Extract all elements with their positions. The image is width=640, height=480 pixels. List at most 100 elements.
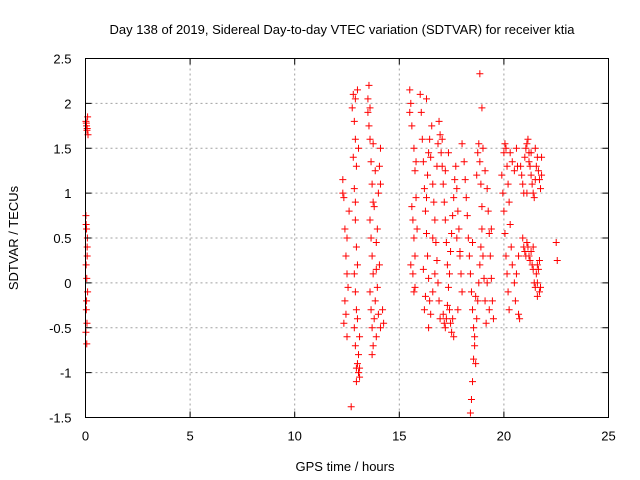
data-point [371,167,379,175]
data-point [503,162,511,170]
data-point [463,212,471,220]
data-point [435,117,443,125]
data-point [474,149,482,157]
data-point [353,86,361,94]
data-point [376,144,384,152]
data-point [430,198,438,206]
data-point [535,176,543,184]
data-point [523,189,531,197]
chart-title: Day 138 of 2019, Sidereal Day-to-day VTE… [109,22,575,37]
data-point [510,279,518,287]
data-point [475,279,483,287]
data-point [412,194,420,202]
data-point [82,306,90,314]
data-point [83,319,91,327]
data-point [348,104,356,112]
data-point [522,144,530,152]
data-point [410,234,418,242]
data-point [340,194,348,202]
data-point [368,180,376,188]
y-axis-label: SDTVAR / TECUs [6,185,21,290]
data-point [538,153,546,161]
data-point [479,144,487,152]
data-point [351,216,359,224]
data-point [407,99,415,107]
data-point [516,315,524,323]
data-point [406,108,414,116]
data-point [374,189,382,197]
data-point [345,207,353,215]
data-point [438,162,446,170]
data-point [471,333,479,341]
data-point [368,351,376,359]
data-point [353,315,361,323]
data-point [420,185,428,193]
data-point [409,216,417,224]
data-point [473,315,481,323]
data-point [437,149,445,157]
data-point [507,243,515,251]
data-point [466,270,474,278]
data-point [466,409,474,417]
data-point [83,243,91,251]
data-point [447,319,455,327]
data-point [454,207,462,215]
data-point [478,225,486,233]
data-point [431,270,439,278]
data-point [342,252,350,260]
data-point [366,288,374,296]
data-point [506,221,514,229]
y-tick-label: -1.5 [49,411,71,426]
data-point [425,274,433,282]
data-point [372,265,380,273]
data-point [502,252,510,260]
data-point [476,70,484,78]
data-point [470,355,478,363]
data-point [451,176,459,184]
data-point [353,261,361,269]
data-point [529,189,537,197]
data-point [373,283,381,291]
data-point [379,306,387,314]
data-point [483,185,491,193]
data-point [350,324,358,332]
data-point [479,252,487,260]
data-point [535,256,543,264]
data-point [455,225,463,233]
y-tick-label: 0 [64,276,71,291]
data-point [347,403,355,411]
data-point [353,360,361,368]
data-point [431,216,439,224]
data-point [83,274,91,282]
data-point [374,310,382,318]
data-point [465,252,473,260]
data-point [83,297,91,305]
data-point [408,203,416,211]
data-point [452,162,460,170]
data-point [349,90,357,98]
data-point [365,122,373,130]
data-point [500,207,508,215]
data-point [351,198,359,206]
data-point [82,261,90,269]
data-point [525,252,533,260]
data-point [457,270,465,278]
data-point [444,149,452,157]
data-point [441,167,449,175]
data-point [419,158,427,166]
data-point [351,95,359,103]
data-point [339,189,347,197]
data-point [471,342,479,350]
data-point [372,333,380,341]
data-point [373,225,381,233]
data-point [375,261,383,269]
data-point [417,108,425,116]
data-point [484,207,492,215]
data-point [512,144,520,152]
data-point [343,270,351,278]
data-point [441,324,449,332]
data-point [443,301,451,309]
data-point [426,135,434,143]
data-point [442,238,450,246]
data-point [411,167,419,175]
